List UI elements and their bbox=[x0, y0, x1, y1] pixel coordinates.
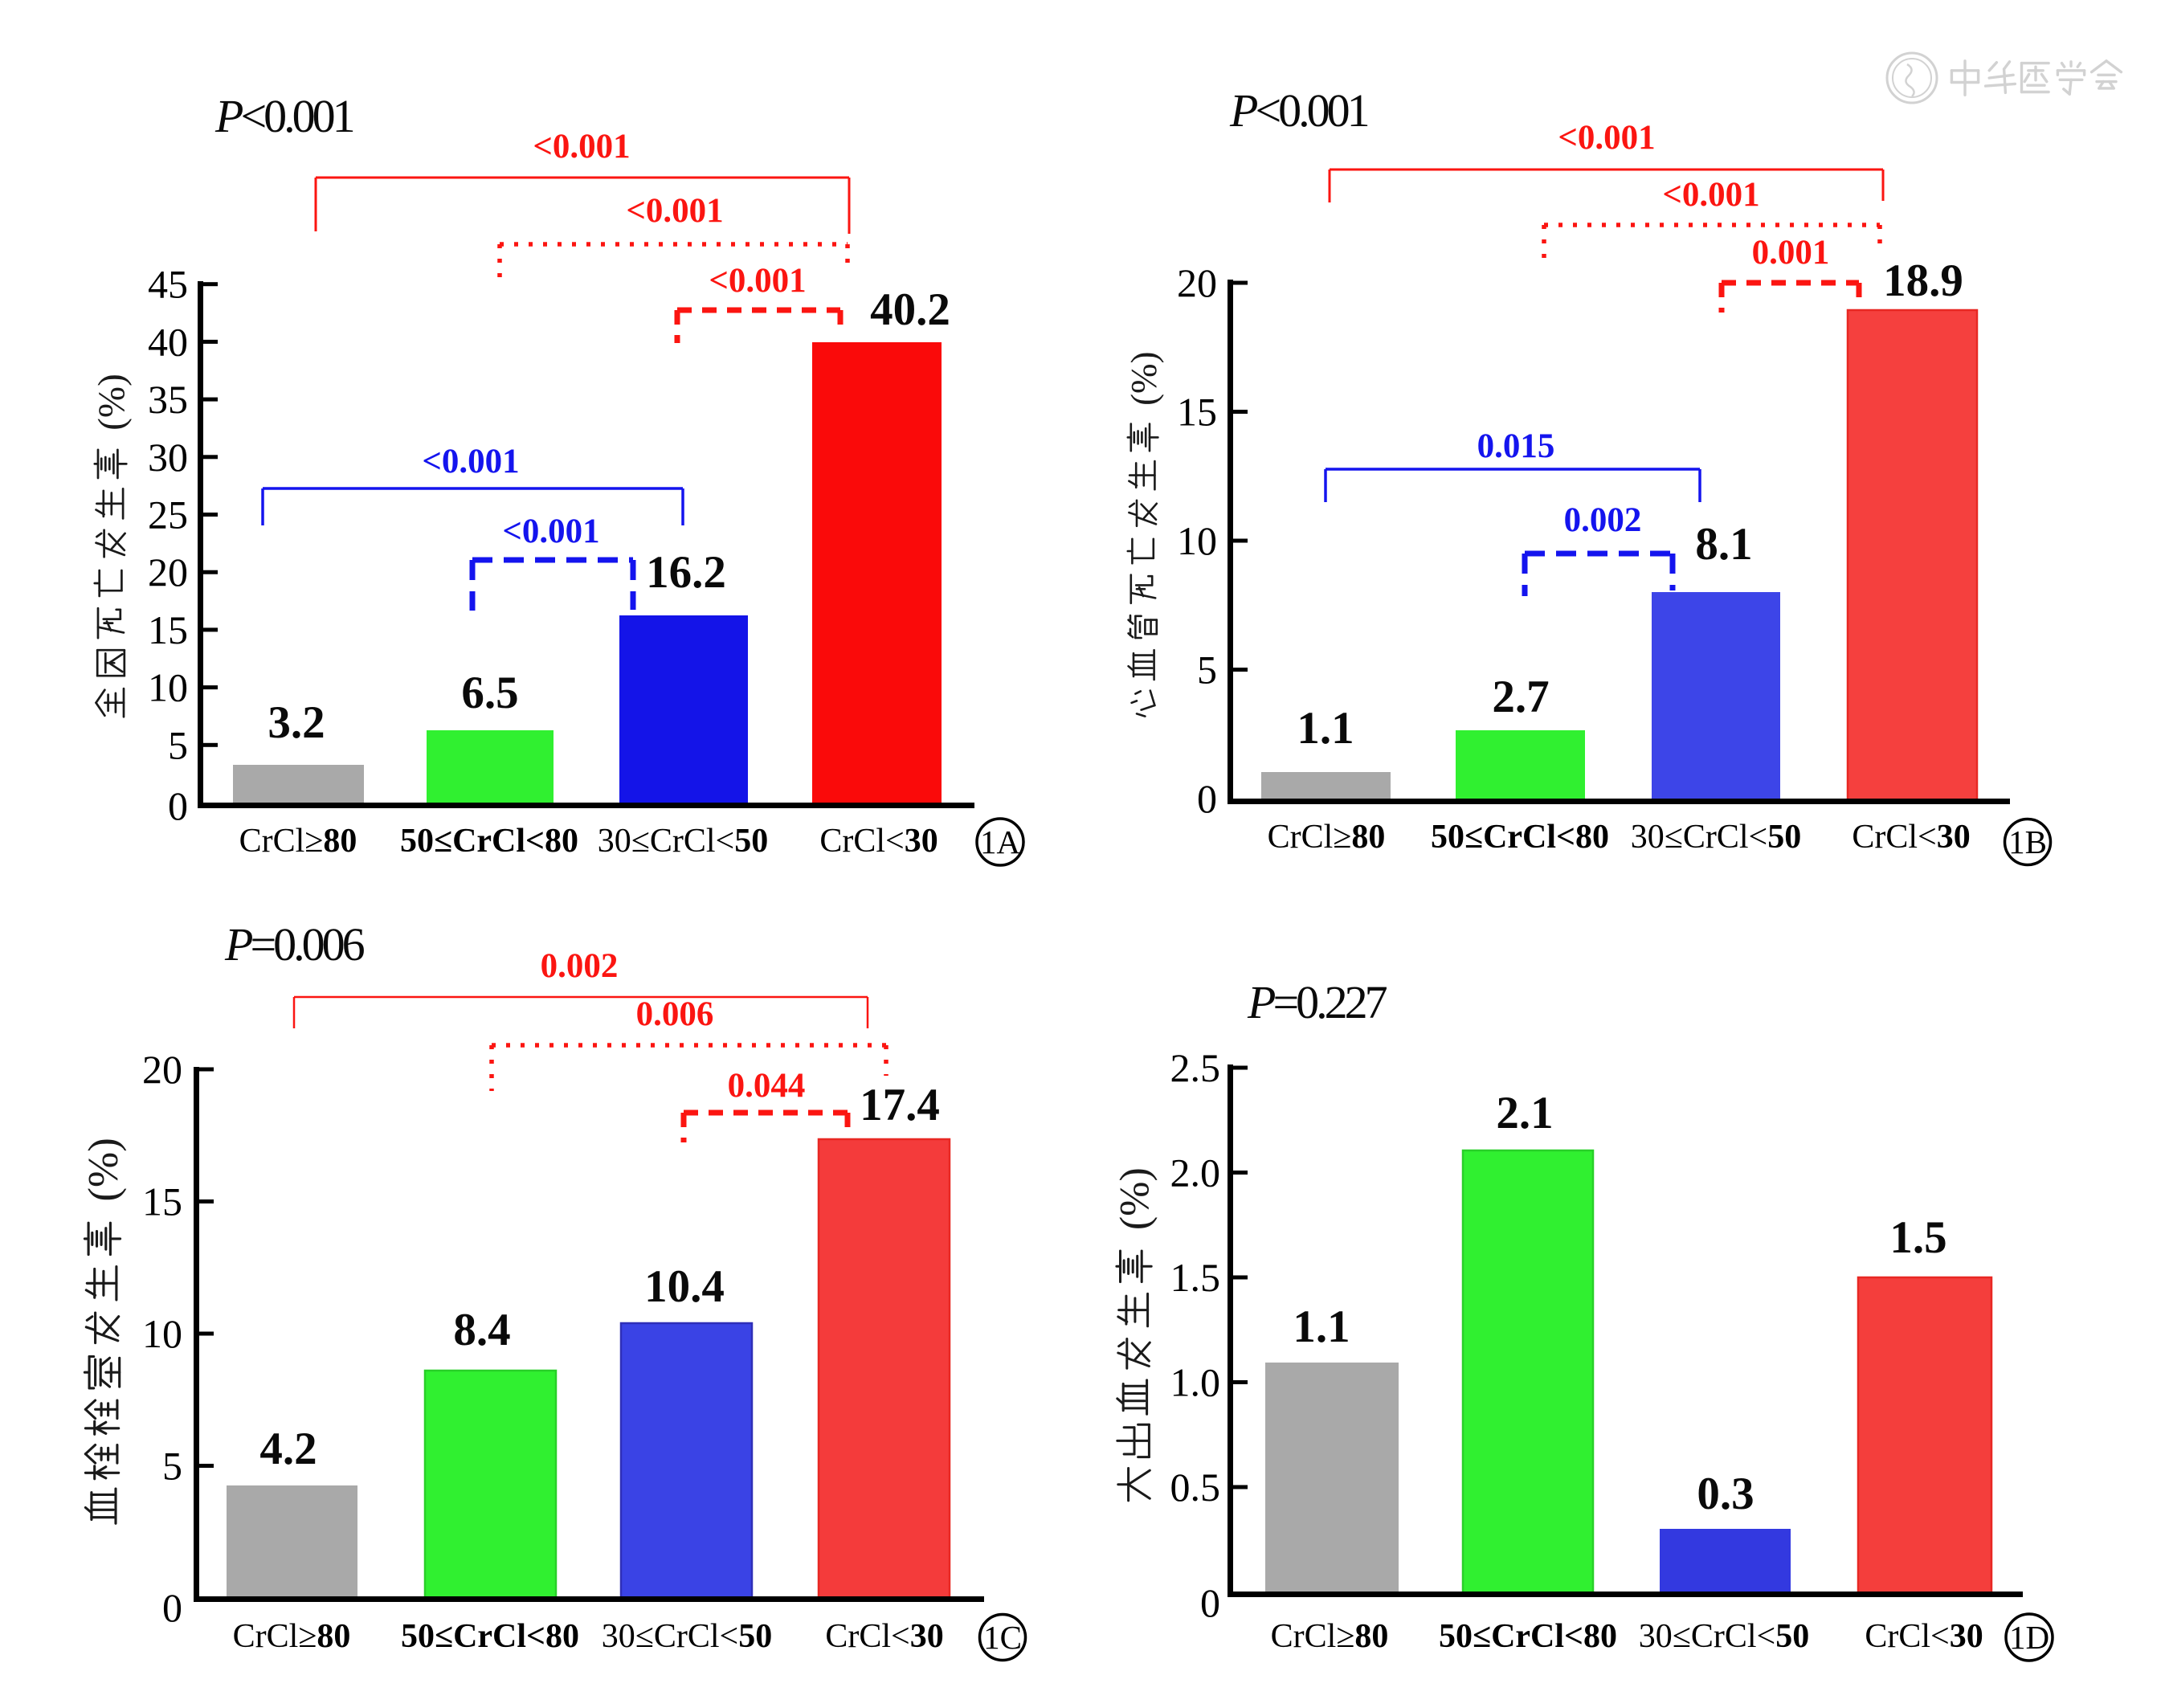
svg-text:1.5: 1.5 bbox=[1170, 1255, 1221, 1300]
svg-text:CrCl≥80: CrCl≥80 bbox=[239, 823, 357, 860]
svg-text:3.2: 3.2 bbox=[268, 697, 325, 748]
svg-text:0: 0 bbox=[1197, 776, 1217, 821]
svg-text:CrCl≥80: CrCl≥80 bbox=[1268, 819, 1386, 856]
svg-text:(%): (%) bbox=[1124, 351, 1164, 405]
svg-text:25: 25 bbox=[148, 492, 188, 537]
svg-text:15: 15 bbox=[1177, 390, 1217, 435]
svg-text:8.1: 8.1 bbox=[1695, 519, 1752, 570]
svg-text:35: 35 bbox=[148, 377, 188, 422]
svg-text:1.1: 1.1 bbox=[1293, 1301, 1350, 1352]
svg-text:30≤CrCl<50: 30≤CrCl<50 bbox=[1639, 1618, 1809, 1655]
svg-text:8.4: 8.4 bbox=[453, 1305, 510, 1355]
svg-text:1B: 1B bbox=[2008, 823, 2047, 860]
svg-text:2.0: 2.0 bbox=[1170, 1150, 1221, 1195]
svg-text:0: 0 bbox=[168, 783, 188, 828]
svg-text:10: 10 bbox=[148, 665, 188, 710]
svg-text:P=0.227: P=0.227 bbox=[1247, 976, 1387, 1028]
svg-text:<0.001: <0.001 bbox=[626, 192, 723, 230]
svg-text:0: 0 bbox=[1200, 1580, 1220, 1625]
svg-text:40.2: 40.2 bbox=[870, 284, 950, 335]
svg-text:P=0.006: P=0.006 bbox=[224, 918, 365, 970]
svg-text:(%): (%) bbox=[80, 1138, 127, 1201]
svg-text:CrCl≥80: CrCl≥80 bbox=[233, 1618, 351, 1655]
svg-text:<0.001: <0.001 bbox=[1662, 176, 1759, 214]
svg-text:0.006: 0.006 bbox=[636, 995, 714, 1033]
svg-text:50≤CrCl<80: 50≤CrCl<80 bbox=[401, 1618, 579, 1655]
svg-text:30≤CrCl<50: 30≤CrCl<50 bbox=[1631, 819, 1801, 856]
svg-text:2.5: 2.5 bbox=[1170, 1045, 1221, 1090]
svg-text:6.5: 6.5 bbox=[461, 668, 518, 718]
svg-text:1C: 1C bbox=[983, 1619, 1022, 1656]
svg-text:CrCl<30: CrCl<30 bbox=[1852, 819, 1970, 856]
svg-text:CrCl<30: CrCl<30 bbox=[1865, 1618, 1983, 1655]
svg-text:CrCl≥80: CrCl≥80 bbox=[1271, 1618, 1389, 1655]
svg-text:2.1: 2.1 bbox=[1496, 1088, 1553, 1138]
svg-text:CrCl<30: CrCl<30 bbox=[819, 823, 937, 860]
svg-text:0.015: 0.015 bbox=[1477, 427, 1555, 465]
svg-text:0: 0 bbox=[162, 1585, 182, 1630]
svg-text:5: 5 bbox=[1197, 648, 1217, 693]
svg-text:30: 30 bbox=[148, 435, 188, 480]
svg-text:18.9: 18.9 bbox=[1883, 255, 1963, 306]
svg-text:20: 20 bbox=[1177, 260, 1217, 305]
svg-text:CrCl<30: CrCl<30 bbox=[825, 1618, 943, 1655]
svg-text:0.001: 0.001 bbox=[1752, 234, 1830, 272]
svg-text:1D: 1D bbox=[2009, 1619, 2049, 1656]
svg-text:P<0.001: P<0.001 bbox=[1229, 84, 1368, 137]
svg-text:5: 5 bbox=[168, 722, 188, 767]
svg-text:4.2: 4.2 bbox=[259, 1424, 317, 1474]
svg-text:1.1: 1.1 bbox=[1297, 703, 1354, 754]
svg-text:30≤CrCl<50: 30≤CrCl<50 bbox=[598, 823, 768, 860]
svg-text:P<0.001: P<0.001 bbox=[214, 90, 353, 142]
svg-text:10: 10 bbox=[1177, 518, 1217, 563]
svg-text:0.3: 0.3 bbox=[1697, 1469, 1754, 1519]
svg-text:1.0: 1.0 bbox=[1170, 1360, 1221, 1405]
svg-text:10: 10 bbox=[142, 1311, 182, 1356]
svg-text:0.044: 0.044 bbox=[728, 1067, 806, 1105]
svg-text:<0.001: <0.001 bbox=[1558, 119, 1655, 157]
svg-text:0.002: 0.002 bbox=[1564, 501, 1642, 539]
svg-text:<0.001: <0.001 bbox=[709, 262, 806, 300]
svg-text:0.5: 0.5 bbox=[1170, 1465, 1221, 1510]
svg-text:1A: 1A bbox=[980, 823, 1021, 860]
svg-text:<0.001: <0.001 bbox=[533, 128, 630, 165]
svg-text:45: 45 bbox=[148, 262, 188, 307]
svg-text:16.2: 16.2 bbox=[646, 547, 726, 598]
svg-text:15: 15 bbox=[142, 1179, 182, 1224]
svg-text:50≤CrCl<80: 50≤CrCl<80 bbox=[400, 823, 578, 860]
svg-text:(%): (%) bbox=[91, 374, 133, 430]
svg-text:50≤CrCl<80: 50≤CrCl<80 bbox=[1439, 1618, 1617, 1655]
svg-text:10.4: 10.4 bbox=[644, 1261, 725, 1312]
svg-text:15: 15 bbox=[148, 607, 188, 652]
svg-text:<0.001: <0.001 bbox=[422, 443, 519, 480]
svg-text:40: 40 bbox=[148, 319, 188, 364]
svg-text:50≤CrCl<80: 50≤CrCl<80 bbox=[1431, 819, 1609, 856]
svg-text:(%): (%) bbox=[1112, 1167, 1158, 1230]
svg-text:30≤CrCl<50: 30≤CrCl<50 bbox=[602, 1618, 772, 1655]
svg-text:2.7: 2.7 bbox=[1492, 672, 1549, 722]
svg-text:5: 5 bbox=[162, 1444, 182, 1489]
svg-text:<0.001: <0.001 bbox=[502, 513, 599, 550]
svg-text:20: 20 bbox=[142, 1047, 182, 1092]
svg-text:1.5: 1.5 bbox=[1889, 1212, 1946, 1263]
svg-text:0.002: 0.002 bbox=[541, 947, 619, 985]
svg-text:17.4: 17.4 bbox=[860, 1080, 940, 1130]
svg-text:20: 20 bbox=[148, 550, 188, 595]
